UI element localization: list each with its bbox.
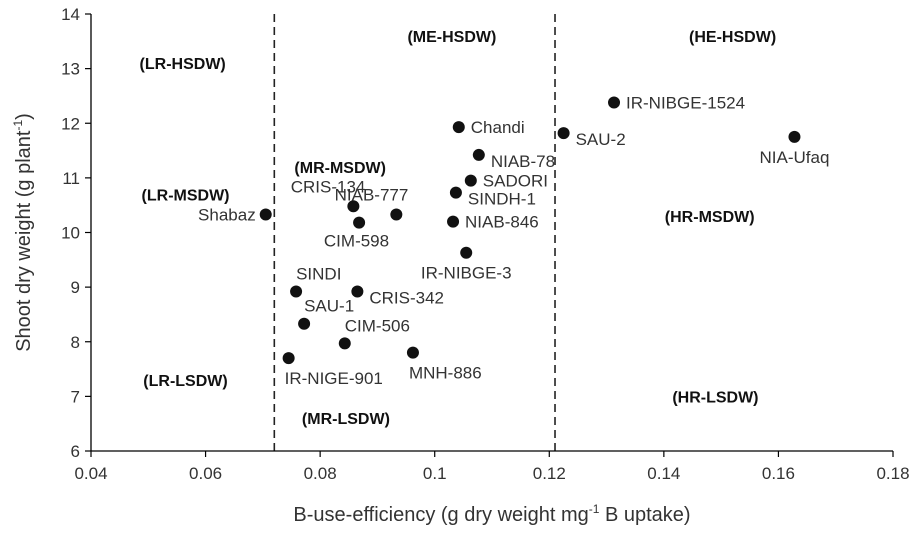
region-labels: (LR-HSDW) (ME-HSDW) (HE-HSDW) (MR-MSDW) (LR-…	[140, 29, 777, 428]
data-point	[390, 208, 403, 221]
x-tick-label: 0.12	[533, 464, 566, 483]
data-point-label: Chandi	[471, 118, 525, 137]
region-dividers	[273, 14, 556, 451]
region-label: (HR-MSDW)	[665, 209, 755, 226]
region-label: (HR-LSDW)	[672, 389, 758, 406]
data-point-label: NIA-Ufaq	[760, 148, 830, 167]
data-points: Shabaz CRIS-134 CIM-598 NIAB-777 Chandi NIAB-…	[198, 93, 829, 388]
x-tick-label: 0.16	[762, 464, 795, 483]
data-point-label: Shabaz	[198, 205, 256, 224]
data-point	[608, 96, 621, 109]
y-tick-label: 11	[62, 169, 80, 188]
data-point	[406, 346, 419, 359]
region-label: (HE-HSDW)	[689, 29, 776, 46]
data-point	[464, 174, 477, 187]
data-point-label: NIAB-846	[465, 213, 539, 232]
data-point-label: SINDI	[296, 264, 341, 283]
data-point	[447, 215, 460, 228]
y-tick-label: 8	[71, 333, 80, 352]
data-point-label: CIM-506	[345, 316, 410, 335]
x-tick-label: 0.04	[74, 464, 107, 483]
data-point-label: SAU-1	[304, 297, 354, 316]
data-point	[460, 246, 473, 259]
data-point	[353, 216, 366, 229]
x-axis-title: B-use-efficiency (g dry weight mg-1 B up…	[293, 502, 690, 526]
x-axis-title-superscript: -1	[589, 502, 600, 516]
data-point	[452, 121, 465, 134]
data-point	[298, 317, 311, 330]
x-tick-label: 0.1	[423, 464, 447, 483]
data-point	[351, 285, 364, 298]
data-point-label: NIAB-777	[335, 185, 409, 204]
y-axis-title-superscript: -1	[11, 120, 25, 131]
region-label: (MR-MSDW)	[294, 160, 386, 177]
x-axis-title-suffix: B uptake)	[599, 504, 690, 526]
y-axis-title: Shoot dry weight (g plant-1)	[11, 113, 35, 352]
data-point	[259, 208, 272, 221]
data-point-label: NIAB-78	[491, 152, 555, 171]
y-tick-label: 12	[61, 114, 80, 133]
data-point	[557, 127, 570, 140]
region-label: (LR-LSDW)	[143, 373, 227, 390]
data-point	[338, 337, 351, 350]
y-tick-label: 7	[71, 387, 80, 406]
data-point	[347, 200, 360, 213]
region-label: (LR-HSDW)	[140, 56, 226, 73]
region-label: (ME-HSDW)	[407, 29, 496, 46]
x-tick-label: 0.08	[304, 464, 337, 483]
data-point-label: CIM-598	[324, 232, 389, 251]
y-tick-label: 13	[61, 60, 80, 79]
data-point-label: IR-NIBGE-3	[421, 264, 512, 283]
y-ticks: 6 7 8 9 10 11 12 13 14	[61, 5, 91, 461]
region-label: (LR-MSDW)	[142, 187, 230, 204]
region-label: (MR-LSDW)	[302, 411, 390, 428]
data-point	[788, 130, 801, 143]
data-point-label: IR-NIGE-901	[285, 369, 383, 388]
data-point	[472, 148, 485, 161]
y-axis-title-suffix: )	[13, 113, 35, 120]
axis-titles: B-use-efficiency (g dry weight mg-1 B up…	[11, 113, 691, 526]
data-point-label: SAU-2	[576, 130, 626, 149]
data-point-label: CRIS-134	[291, 177, 366, 196]
data-point	[290, 285, 303, 298]
x-tick-label: 0.06	[189, 464, 222, 483]
data-point-label: IR-NIBGE-1524	[626, 93, 745, 112]
y-axis-title-prefix: Shoot dry weight (g plant	[13, 130, 35, 352]
x-tick-label: 0.18	[876, 464, 909, 483]
data-point-label: SADORI	[483, 172, 548, 191]
data-point	[449, 186, 462, 199]
y-tick-label: 9	[71, 278, 80, 297]
data-point-label: CRIS-342	[369, 288, 444, 307]
y-tick-label: 6	[71, 442, 80, 461]
x-tick-label: 0.14	[647, 464, 680, 483]
data-point-label: MNH-886	[409, 364, 482, 383]
data-point	[282, 352, 295, 365]
x-axis-title-prefix: B-use-efficiency (g dry weight mg	[293, 504, 588, 526]
x-ticks: 0.04 0.06 0.08 0.1 0.12 0.14 0.16 0.18	[74, 451, 910, 483]
y-tick-label: 14	[61, 5, 80, 24]
y-tick-label: 10	[61, 224, 80, 243]
data-point-label: SINDH-1	[468, 190, 536, 209]
